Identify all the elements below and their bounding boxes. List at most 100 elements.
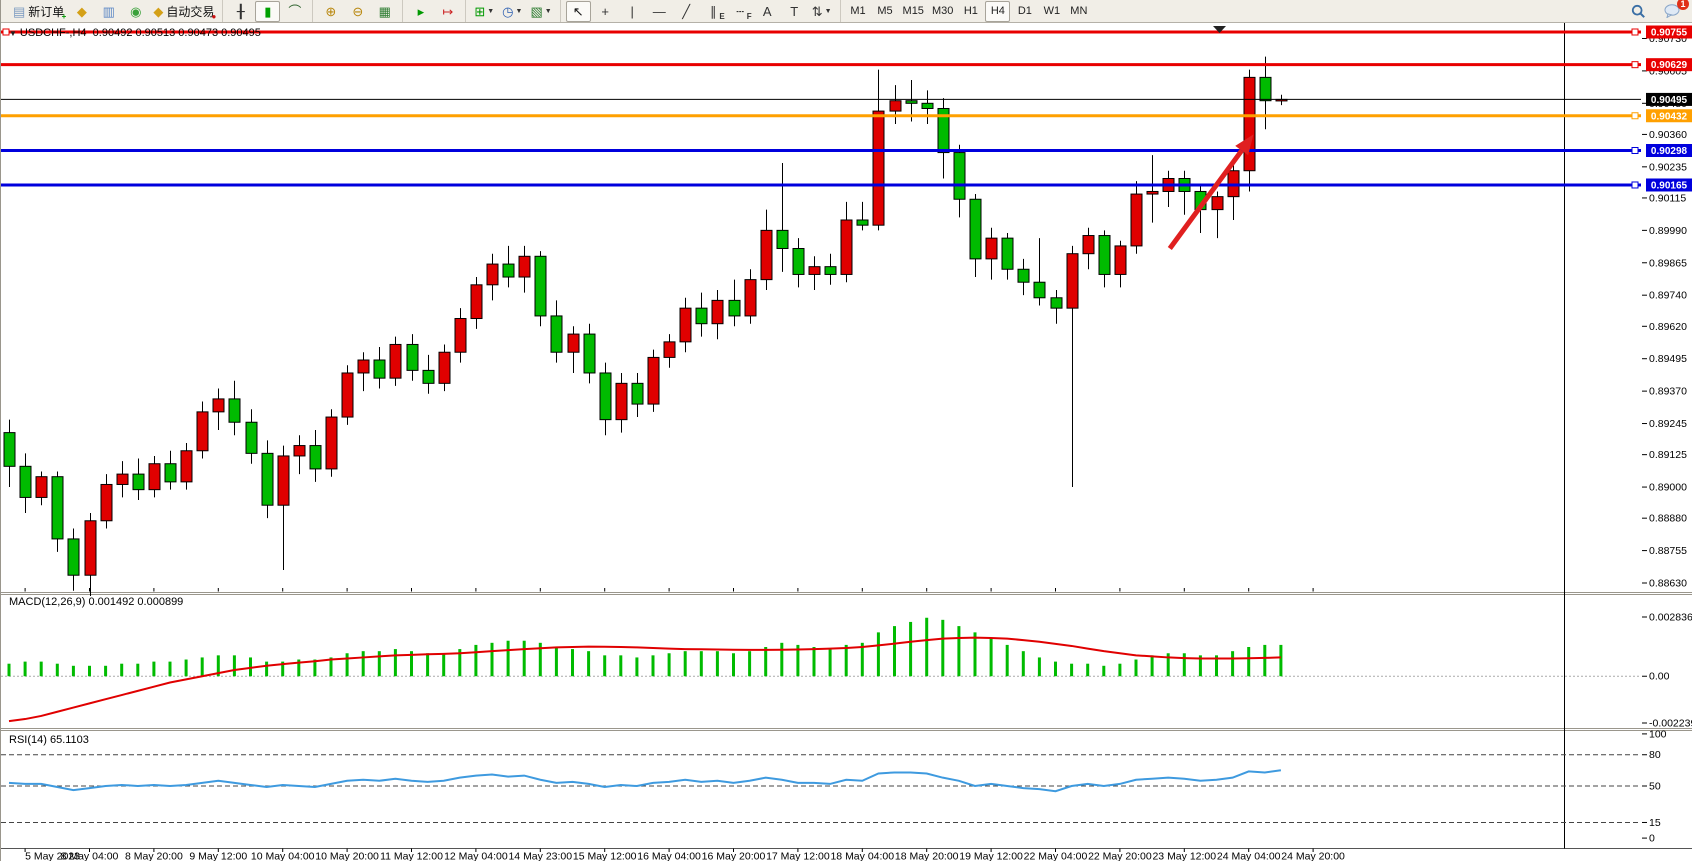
arrow-annotation[interactable] <box>1167 134 1254 250</box>
new-chart-button[interactable]: ⊞ ▼ <box>471 1 497 22</box>
fibonacci-button[interactable]: ┄ F <box>728 1 753 22</box>
svg-text:5 May 2023: 5 May 2023 <box>25 851 80 861</box>
data-window-button[interactable]: ▥ <box>96 1 121 22</box>
timeframe-mn-button[interactable]: MN <box>1066 1 1091 22</box>
svg-text:12 May 04:00: 12 May 04:00 <box>444 851 508 861</box>
chart-menu-icon[interactable]: ▼ <box>9 29 17 38</box>
price-axis[interactable]: 0.907300.906050.904800.903600.902350.901… <box>1642 33 1687 590</box>
equidistant-channel-button[interactable]: ∥ E <box>701 1 726 22</box>
text-label-button[interactable]: T <box>782 1 807 22</box>
rsi-line <box>8 769 1282 793</box>
macd-label: MACD(12,26,9) 0.001492 0.000899 <box>9 596 184 608</box>
auto-trading-button[interactable]: ◆ ● 自动交易 <box>150 1 217 22</box>
search-button[interactable] <box>1626 1 1651 22</box>
timeframe-w1-button[interactable]: W1 <box>1039 1 1064 22</box>
new-order-button[interactable]: ▤ + 新订单 <box>10 1 67 22</box>
chart-shift-button[interactable]: ↦ <box>435 1 460 22</box>
price-badge <box>1646 143 1692 157</box>
svg-text:18 May 20:00: 18 May 20:00 <box>895 851 959 861</box>
timeframe-label: M5 <box>877 5 893 17</box>
bar-chart-button[interactable]: ╂ <box>228 1 253 22</box>
indicators-templates-button[interactable]: ▧ ▼ <box>527 1 554 22</box>
hline-handle[interactable] <box>1631 146 1639 154</box>
bull-candle <box>1066 253 1079 309</box>
candles-layer <box>3 56 1288 596</box>
svg-text:0.89245: 0.89245 <box>1649 418 1687 430</box>
hline-handle[interactable] <box>1631 112 1639 120</box>
bull-candle <box>1130 193 1143 247</box>
hline-handle[interactable] <box>1631 181 1639 189</box>
vertical-line-button[interactable]: | <box>620 1 645 22</box>
trendline-button[interactable]: ╱ <box>674 1 699 22</box>
bull-candle <box>180 450 193 483</box>
equidistant-channel-icon: ∥ <box>709 3 717 19</box>
auto-trading-icon: ◆ <box>153 3 164 19</box>
chat-button[interactable]: 1 <box>1659 0 1689 22</box>
timeframe-label: H1 <box>963 5 978 17</box>
bull-candle <box>148 463 161 491</box>
crosshair-button[interactable]: + <box>593 1 618 22</box>
chart-shift-icon: ↦ <box>442 3 454 19</box>
toolbar-group: ▤ + 新订单 ◆ ▥ ◉ ◆ ● 自动交易 <box>5 0 222 22</box>
timeframe-label: H4 <box>990 5 1005 17</box>
chart-canvas[interactable]: 0.907300.906050.904800.903600.902350.901… <box>1 23 1692 861</box>
rsi-panel: 100 80 50 15 0 <box>1 728 1667 845</box>
zoom-in-button[interactable]: ⊕ <box>318 1 343 22</box>
hline-handle[interactable] <box>1631 61 1639 69</box>
fibonacci-icon: ┄ <box>736 3 745 19</box>
svg-text:11 May 12:00: 11 May 12:00 <box>380 851 443 861</box>
cursor-button[interactable]: ↖ <box>565 0 591 22</box>
line-chart-button[interactable]: ⌒ <box>282 1 307 22</box>
timeframe-d1-button[interactable]: D1 <box>1012 1 1037 22</box>
zoom-out-button[interactable]: ⊖ <box>345 1 370 22</box>
price-badge <box>1646 25 1692 39</box>
bear-candle <box>1050 297 1063 309</box>
auto-trading-label: 自动交易 <box>166 4 215 19</box>
svg-text:16 May 04:00: 16 May 04:00 <box>637 851 701 861</box>
candlestick-chart-icon: ▮ <box>264 3 272 19</box>
new-chart-dropdown-icon[interactable]: ▼ <box>487 7 495 15</box>
svg-text:18 May 04:00: 18 May 04:00 <box>830 851 894 861</box>
bull-candle <box>116 473 129 485</box>
svg-text:24 May 20:00: 24 May 20:00 <box>1281 851 1345 861</box>
bull-candle <box>325 416 338 470</box>
horizontal-line-button[interactable]: — <box>647 1 672 22</box>
timeframe-h1-button[interactable]: H1 <box>958 1 983 22</box>
candlestick-chart-button[interactable]: ▮ <box>255 0 281 22</box>
bull-candle <box>744 279 757 317</box>
bear-candle <box>1033 281 1046 299</box>
bear-candle <box>245 421 258 454</box>
periods-dropdown-icon[interactable]: ▼ <box>515 7 523 15</box>
toolbar: ▤ + 新订单 ◆ ▥ ◉ ◆ ● 自动交易 ╂ ▮ ⌒ ⊕ ⊖ ▦ ▸ ↦ ⊞ ▼ ◷ ▼ ▧ ▼ ↖ + | — ╱ ∥ E ┄ F A T ⇅… <box>1 0 1692 23</box>
signals-button[interactable]: ◉ <box>123 1 148 22</box>
hline-objects[interactable]: 0.90755 0.90629 0.90495 0.90432 0.90298 0.901… <box>1 25 1692 192</box>
market-watch-button[interactable]: ◆ <box>69 1 94 22</box>
periods-button[interactable]: ◷ ▼ <box>499 1 525 22</box>
bull-candle <box>985 237 998 260</box>
toolbar-group: ↖ + | — ╱ ∥ E ┄ F A T ⇅ ▼ <box>559 0 840 22</box>
indicators-templates-dropdown-icon[interactable]: ▼ <box>544 7 552 15</box>
timeframe-m1-button[interactable]: M1 <box>846 1 871 22</box>
trendline-icon: ╱ <box>682 3 691 19</box>
tile-windows-button[interactable]: ▦ <box>372 1 397 22</box>
bull-candle <box>100 483 113 522</box>
chart-shift-marker[interactable] <box>1213 26 1226 33</box>
macd-panel: 0.002836 0.00 -0.002239 <box>1 612 1692 730</box>
auto-scroll-button[interactable]: ▸ <box>408 1 433 22</box>
arrows-dropdown-icon[interactable]: ▼ <box>824 7 832 15</box>
new-order-label: 新订单 <box>28 4 65 19</box>
timeframe-m5-button[interactable]: M5 <box>873 1 898 22</box>
equidistant-channel-sub-icon: E <box>719 11 725 21</box>
text-button[interactable]: A <box>755 1 780 22</box>
svg-text:50: 50 <box>1649 781 1661 793</box>
bull-candle <box>1243 76 1256 172</box>
timeframe-h4-button[interactable]: H4 <box>985 0 1011 22</box>
hline-handle[interactable] <box>1631 28 1639 36</box>
arrows-button[interactable]: ⇅ ▼ <box>809 1 835 22</box>
svg-text:0.90495: 0.90495 <box>1651 95 1688 106</box>
timeframe-m30-button[interactable]: M30 <box>929 1 956 22</box>
bear-candle <box>631 382 644 405</box>
timeframe-m15-button[interactable]: M15 <box>900 1 927 22</box>
hline-handle[interactable] <box>2 28 10 36</box>
